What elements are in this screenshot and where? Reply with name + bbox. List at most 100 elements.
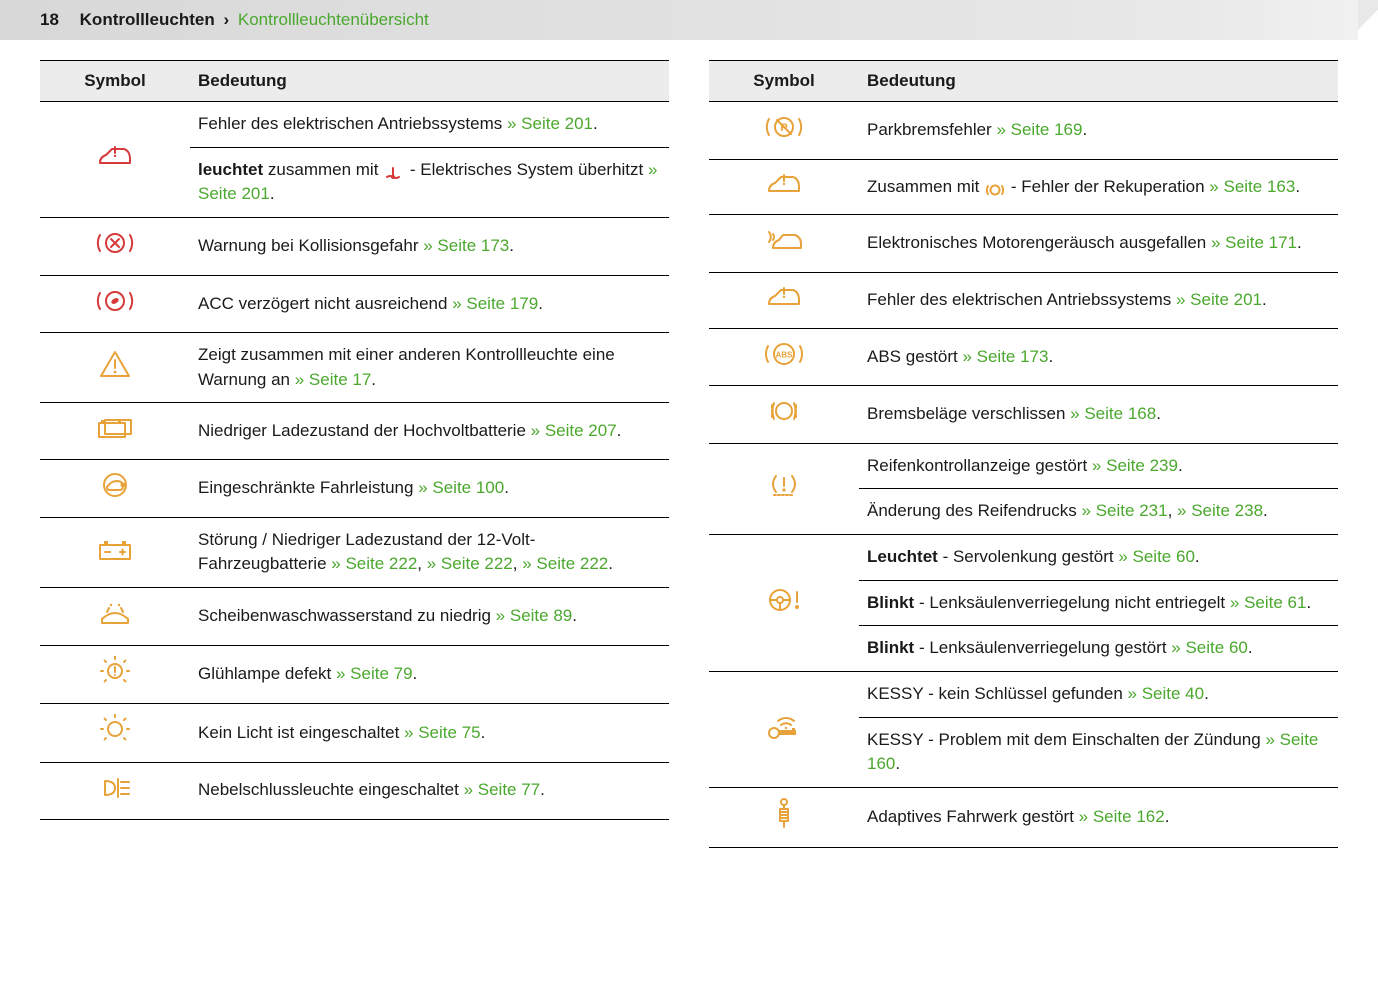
text: - Fehler der Rekuperation	[1006, 177, 1209, 196]
symbol-cell	[40, 217, 190, 275]
symbol-cell	[40, 588, 190, 646]
page-link[interactable]: Seite 163	[1209, 177, 1295, 196]
meaning-cell: Glühlampe defekt Seite 79.	[190, 645, 669, 704]
page-link[interactable]: Seite 171	[1211, 233, 1297, 252]
brake-small-icon	[986, 180, 1004, 194]
page-link[interactable]: Seite 17	[295, 370, 372, 389]
table-row: Nebelschlussleuchte eingeschaltet Seite …	[40, 762, 669, 819]
text: ,	[513, 554, 522, 573]
tire-icon	[762, 470, 806, 500]
meaning-cell: Reifenkontrollanzeige gestört Seite 239.	[859, 443, 1338, 489]
table-row: Adaptives Fahrwerk gestört Seite 162.	[709, 787, 1338, 847]
text: Elektronisches Motorengeräusch ausgefall…	[867, 233, 1211, 252]
page-link[interactable]: Seite 79	[336, 664, 413, 683]
page-link[interactable]: Seite 231	[1082, 501, 1168, 520]
symbol-cell	[40, 762, 190, 819]
page-link[interactable]: Seite 201	[1176, 290, 1262, 309]
page-link[interactable]: Seite 60	[1171, 638, 1248, 657]
page-link[interactable]: Seite 75	[404, 723, 481, 742]
car-warning-icon	[762, 170, 806, 200]
temp-icon	[385, 163, 403, 177]
text: .	[1082, 120, 1087, 139]
svg-text:ABS: ABS	[776, 350, 794, 359]
col-symbol: Symbol	[709, 61, 859, 102]
text: Bremsbeläge verschlissen	[867, 404, 1070, 423]
page-link[interactable]: Seite 239	[1092, 456, 1178, 475]
breadcrumb: 18 Kontrollleuchten › Kontrollleuchtenüb…	[0, 0, 1378, 40]
turtle-icon	[93, 470, 137, 500]
page-link[interactable]: Seite 168	[1070, 404, 1156, 423]
brake-collision-icon	[93, 228, 137, 258]
chevron-icon: ›	[223, 10, 229, 29]
text: KESSY - kein Schlüssel gefunden	[867, 684, 1128, 703]
page-link[interactable]: Seite 162	[1079, 807, 1165, 826]
page-link[interactable]: Seite 201	[507, 114, 593, 133]
page-link[interactable]: Seite 222	[522, 554, 608, 573]
page-link[interactable]: Seite 173	[423, 236, 509, 255]
text: Änderung des Reifendrucks	[867, 501, 1082, 520]
text: zusammen mit	[263, 160, 383, 179]
left-column: Symbol Bedeutung Fehler des elektrischen…	[40, 60, 669, 848]
text: .	[1195, 547, 1200, 566]
meaning-cell: Adaptives Fahrwerk gestört Seite 162.	[859, 787, 1338, 847]
page-link[interactable]: Seite 60	[1118, 547, 1195, 566]
table-row: Zusammen mit - Fehler der Rekuperation S…	[709, 159, 1338, 215]
table-row: ACC verzögert nicht ausreichend Seite 17…	[40, 275, 669, 333]
meaning-cell: Kein Licht ist eingeschaltet Seite 75.	[190, 704, 669, 763]
symbol-cell	[709, 272, 859, 328]
left-table: Symbol Bedeutung Fehler des elektrischen…	[40, 60, 669, 820]
page-link[interactable]: Seite 40	[1128, 684, 1205, 703]
text: .	[509, 236, 514, 255]
page-link[interactable]: Seite 89	[496, 606, 573, 625]
table-row: Störung / Niedriger Ladezustand der 12-V…	[40, 517, 669, 587]
bulb-icon	[93, 714, 137, 744]
text: .	[538, 294, 543, 313]
abs-icon: ABS	[762, 339, 806, 369]
table-row: Reifenkontrollanzeige gestört Seite 239.	[709, 443, 1338, 489]
page-link[interactable]: Seite 173	[962, 347, 1048, 366]
text: Warnung bei Kollisionsgefahr	[198, 236, 423, 255]
text: - Servolenkung gestört	[938, 547, 1118, 566]
key-wifi-icon	[762, 711, 806, 741]
page-number: 18	[40, 10, 59, 29]
meaning-cell: Scheibenwaschwasserstand zu niedrig Seit…	[190, 588, 669, 646]
symbol-cell	[40, 460, 190, 518]
text: .	[1178, 456, 1183, 475]
meaning-cell: KESSY - Problem mit dem Einschalten der …	[859, 717, 1338, 787]
bold-text: Blinkt	[867, 593, 914, 612]
table-row: Bremsbeläge verschlissen Seite 168.	[709, 386, 1338, 444]
page-link[interactable]: Seite 61	[1230, 593, 1307, 612]
meaning-cell: ABS gestört Seite 173.	[859, 328, 1338, 386]
symbol-cell	[709, 215, 859, 273]
page-link[interactable]: Seite 169	[996, 120, 1082, 139]
meaning-cell: Blinkt - Lenksäulenverriegelung nicht en…	[859, 580, 1338, 626]
meaning-cell: Leuchtet - Servolenkung gestört Seite 60…	[859, 535, 1338, 581]
col-symbol: Symbol	[40, 61, 190, 102]
subsection-title: Kontrollleuchtenübersicht	[238, 10, 429, 29]
symbol-cell: P	[709, 102, 859, 160]
page-link[interactable]: Seite 238	[1177, 501, 1263, 520]
table-row: ABS ABS gestört Seite 173.	[709, 328, 1338, 386]
right-column: Symbol Bedeutung PParkbremsfehler Seite …	[709, 60, 1338, 848]
text: .	[371, 370, 376, 389]
meaning-cell: Nebelschlussleuchte eingeschaltet Seite …	[190, 762, 669, 819]
page-link[interactable]: Seite 77	[464, 780, 541, 799]
table-row: Warnung bei Kollisionsgefahr Seite 173.	[40, 217, 669, 275]
meaning-cell: leuchtet zusammen mit - Elektrisches Sys…	[190, 147, 669, 217]
page-link[interactable]: Seite 207	[531, 421, 617, 440]
car-warning-icon	[762, 283, 806, 313]
page-link[interactable]: Seite 179	[452, 294, 538, 313]
text: Zeigt zusammen mit einer anderen Kontrol…	[198, 345, 615, 389]
text: .	[1156, 404, 1161, 423]
meaning-cell: Störung / Niedriger Ladezustand der 12-V…	[190, 517, 669, 587]
page-link[interactable]: Seite 222	[427, 554, 513, 573]
text: ACC verzögert nicht ausreichend	[198, 294, 452, 313]
page-link[interactable]: Seite 100	[418, 478, 504, 497]
page-link[interactable]: Seite 222	[331, 554, 417, 573]
brake-acc-icon	[93, 286, 137, 316]
text: Fehler des elektrischen Antriebssystems	[867, 290, 1176, 309]
table-row: Kein Licht ist eingeschaltet Seite 75.	[40, 704, 669, 763]
steering-icon	[762, 585, 806, 615]
meaning-cell: Eingeschränkte Fahrleistung Seite 100.	[190, 460, 669, 518]
symbol-cell	[709, 672, 859, 788]
